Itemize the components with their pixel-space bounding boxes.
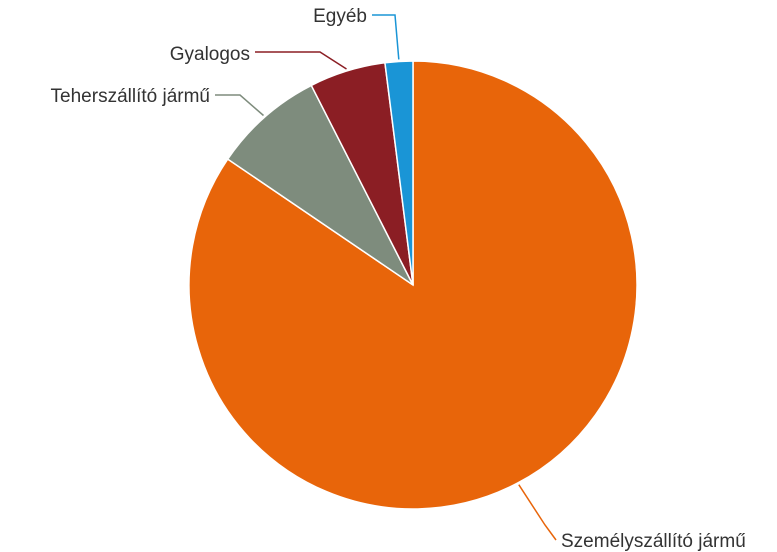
leader-line-2 — [255, 51, 347, 70]
leader-line-1 — [215, 94, 264, 117]
slice-label-0: Személyszállító jármű — [561, 531, 746, 552]
leader-line-3 — [372, 14, 400, 60]
slices-layer — [188, 60, 638, 510]
leader-lines-layer — [215, 14, 557, 541]
pie-slice-1 — [226, 84, 414, 286]
leader-line-0 — [518, 484, 557, 541]
slice-label-2: Gyalogos — [170, 44, 250, 65]
pie-slice-3 — [384, 60, 414, 286]
labels-layer: Személyszállító jármű Teherszállító jármű… — [51, 6, 746, 552]
slice-label-3: Egyéb — [313, 6, 367, 27]
slice-label-1: Teherszállító jármű — [51, 86, 210, 107]
